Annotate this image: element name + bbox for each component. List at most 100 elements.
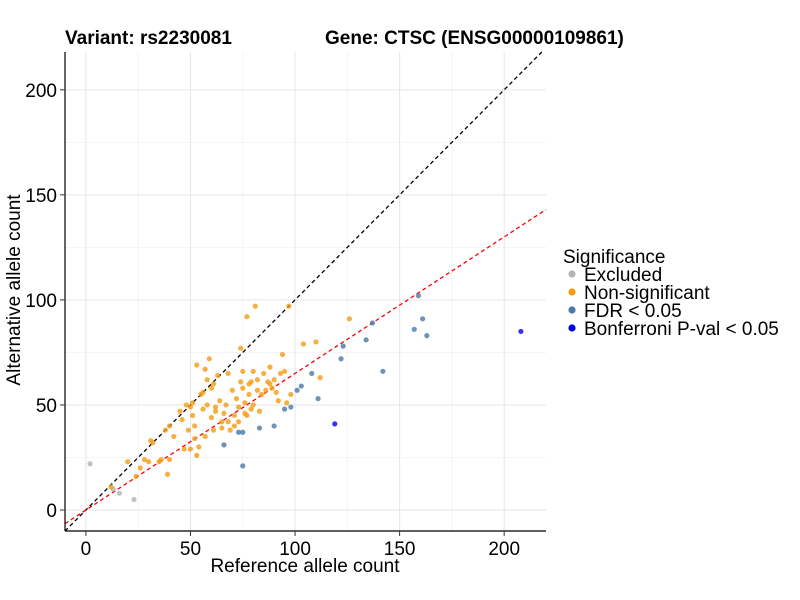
x-tick-label: 0	[81, 539, 92, 560]
data-point	[271, 423, 277, 429]
data-point	[313, 339, 319, 345]
legend-label: Excluded	[584, 265, 662, 286]
x-tick-label: 100	[279, 539, 311, 560]
data-point	[179, 417, 185, 423]
data-point	[183, 402, 189, 408]
data-point	[340, 343, 346, 349]
data-point	[250, 368, 256, 374]
axis-ticks: 0 50 100 150 200 0 50 100 150 200	[25, 81, 520, 560]
data-point	[244, 314, 250, 320]
legend-title: Significance	[563, 247, 665, 268]
legend-swatch	[568, 324, 576, 332]
data-point	[225, 370, 231, 377]
data-point	[240, 429, 246, 435]
data-points	[87, 293, 524, 503]
data-point	[227, 427, 233, 433]
data-point	[273, 389, 279, 395]
data-point	[189, 412, 196, 419]
data-point	[332, 421, 338, 427]
data-point	[177, 408, 183, 414]
data-point	[380, 368, 386, 374]
axes	[64, 52, 546, 532]
data-point	[116, 490, 122, 496]
data-point	[192, 435, 198, 442]
data-point	[420, 316, 426, 322]
data-point	[261, 370, 267, 377]
data-point	[223, 402, 229, 408]
data-point	[194, 362, 200, 368]
data-point	[221, 442, 227, 448]
data-point	[146, 459, 152, 465]
data-point	[210, 427, 217, 433]
legend-label: FDR < 0.05	[584, 301, 682, 322]
data-point	[204, 402, 210, 408]
data-point	[284, 400, 290, 406]
data-point	[131, 496, 137, 503]
data-point	[298, 383, 304, 389]
data-point	[204, 377, 210, 383]
data-point	[248, 406, 254, 412]
data-point	[187, 404, 194, 410]
data-point	[87, 461, 93, 467]
x-axis-title: Reference allele count	[210, 556, 400, 577]
data-point	[254, 377, 260, 383]
data-point	[150, 440, 156, 446]
data-point	[125, 459, 131, 465]
data-point	[281, 368, 288, 374]
data-point	[162, 427, 168, 433]
data-point	[221, 410, 227, 416]
reference-line	[64, 209, 547, 525]
data-point	[338, 356, 344, 362]
data-point	[238, 379, 244, 385]
data-point	[225, 419, 231, 425]
data-point	[317, 375, 323, 381]
legend-swatch	[568, 270, 576, 278]
data-point	[346, 316, 353, 322]
data-point	[212, 408, 219, 414]
data-point	[281, 406, 288, 412]
reference-lines	[64, 51, 547, 532]
data-point	[269, 385, 275, 391]
data-point	[217, 398, 223, 404]
data-point	[248, 379, 254, 385]
data-point	[202, 433, 208, 440]
data-point	[415, 293, 422, 299]
data-point	[256, 408, 263, 414]
data-point	[235, 404, 242, 410]
data-point	[263, 387, 269, 393]
data-point	[231, 423, 237, 429]
data-point	[300, 341, 307, 347]
reference-line	[64, 51, 543, 532]
data-point	[424, 333, 430, 339]
data-point	[171, 433, 177, 440]
y-tick-label: 100	[25, 291, 57, 312]
data-point	[271, 377, 277, 383]
data-point	[244, 412, 250, 419]
data-point	[133, 473, 139, 479]
data-point	[240, 385, 246, 391]
data-point	[256, 425, 263, 431]
data-point	[208, 385, 214, 391]
x-tick-label: 50	[180, 539, 201, 560]
data-point	[108, 484, 114, 490]
data-point	[189, 400, 196, 406]
data-point	[242, 400, 248, 406]
legend-swatch	[568, 306, 576, 314]
data-point	[309, 370, 315, 377]
data-point	[288, 391, 294, 398]
data-point	[208, 414, 214, 421]
data-point	[212, 404, 219, 410]
data-point	[258, 391, 265, 398]
data-point	[286, 303, 292, 309]
data-point	[277, 370, 284, 377]
data-point	[219, 425, 225, 431]
data-point	[229, 387, 235, 393]
data-point	[246, 391, 252, 398]
data-point	[215, 372, 221, 379]
data-point	[252, 303, 258, 309]
data-point	[315, 396, 321, 402]
data-point	[369, 320, 376, 326]
data-point	[200, 406, 206, 412]
data-point	[206, 356, 212, 362]
